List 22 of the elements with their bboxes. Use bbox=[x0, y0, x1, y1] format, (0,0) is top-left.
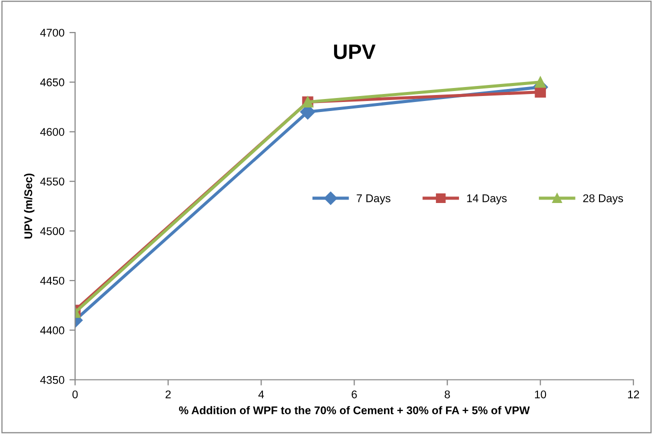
legend-label: 28 Days bbox=[583, 194, 624, 204]
x-tick-label: 4 bbox=[258, 390, 264, 398]
y-tick-label: 4500 bbox=[40, 227, 64, 236]
point bbox=[534, 86, 546, 98]
x-tick-label: 2 bbox=[166, 390, 171, 398]
y-tick-label: 4400 bbox=[40, 326, 64, 334]
y-axis-title: UPV (m/Sec) bbox=[24, 174, 34, 239]
x-tick-label: 0 bbox=[72, 390, 78, 398]
y-tick-label: 4700 bbox=[40, 28, 64, 37]
x-tick-label: 6 bbox=[352, 390, 357, 398]
legend-label: 7 Days bbox=[356, 194, 390, 204]
legend-label: 14 Days bbox=[467, 194, 507, 204]
y-tick-label: 4600 bbox=[40, 128, 64, 136]
x-axis-title: % Addition of WPF to the 70% of Cement + 30% of FA + 5% of VPW bbox=[179, 406, 530, 414]
y-tick-label: 4450 bbox=[40, 276, 64, 285]
y-tick-label: 4650 bbox=[40, 78, 64, 86]
x-tick-label: 12 bbox=[628, 390, 640, 398]
y-tick-label: 4350 bbox=[40, 376, 64, 384]
x-tick-label: 10 bbox=[535, 390, 546, 398]
chart-title: UPV bbox=[334, 44, 376, 60]
x-tick-label: 8 bbox=[444, 390, 450, 398]
y-tick-label: 4550 bbox=[40, 178, 64, 186]
